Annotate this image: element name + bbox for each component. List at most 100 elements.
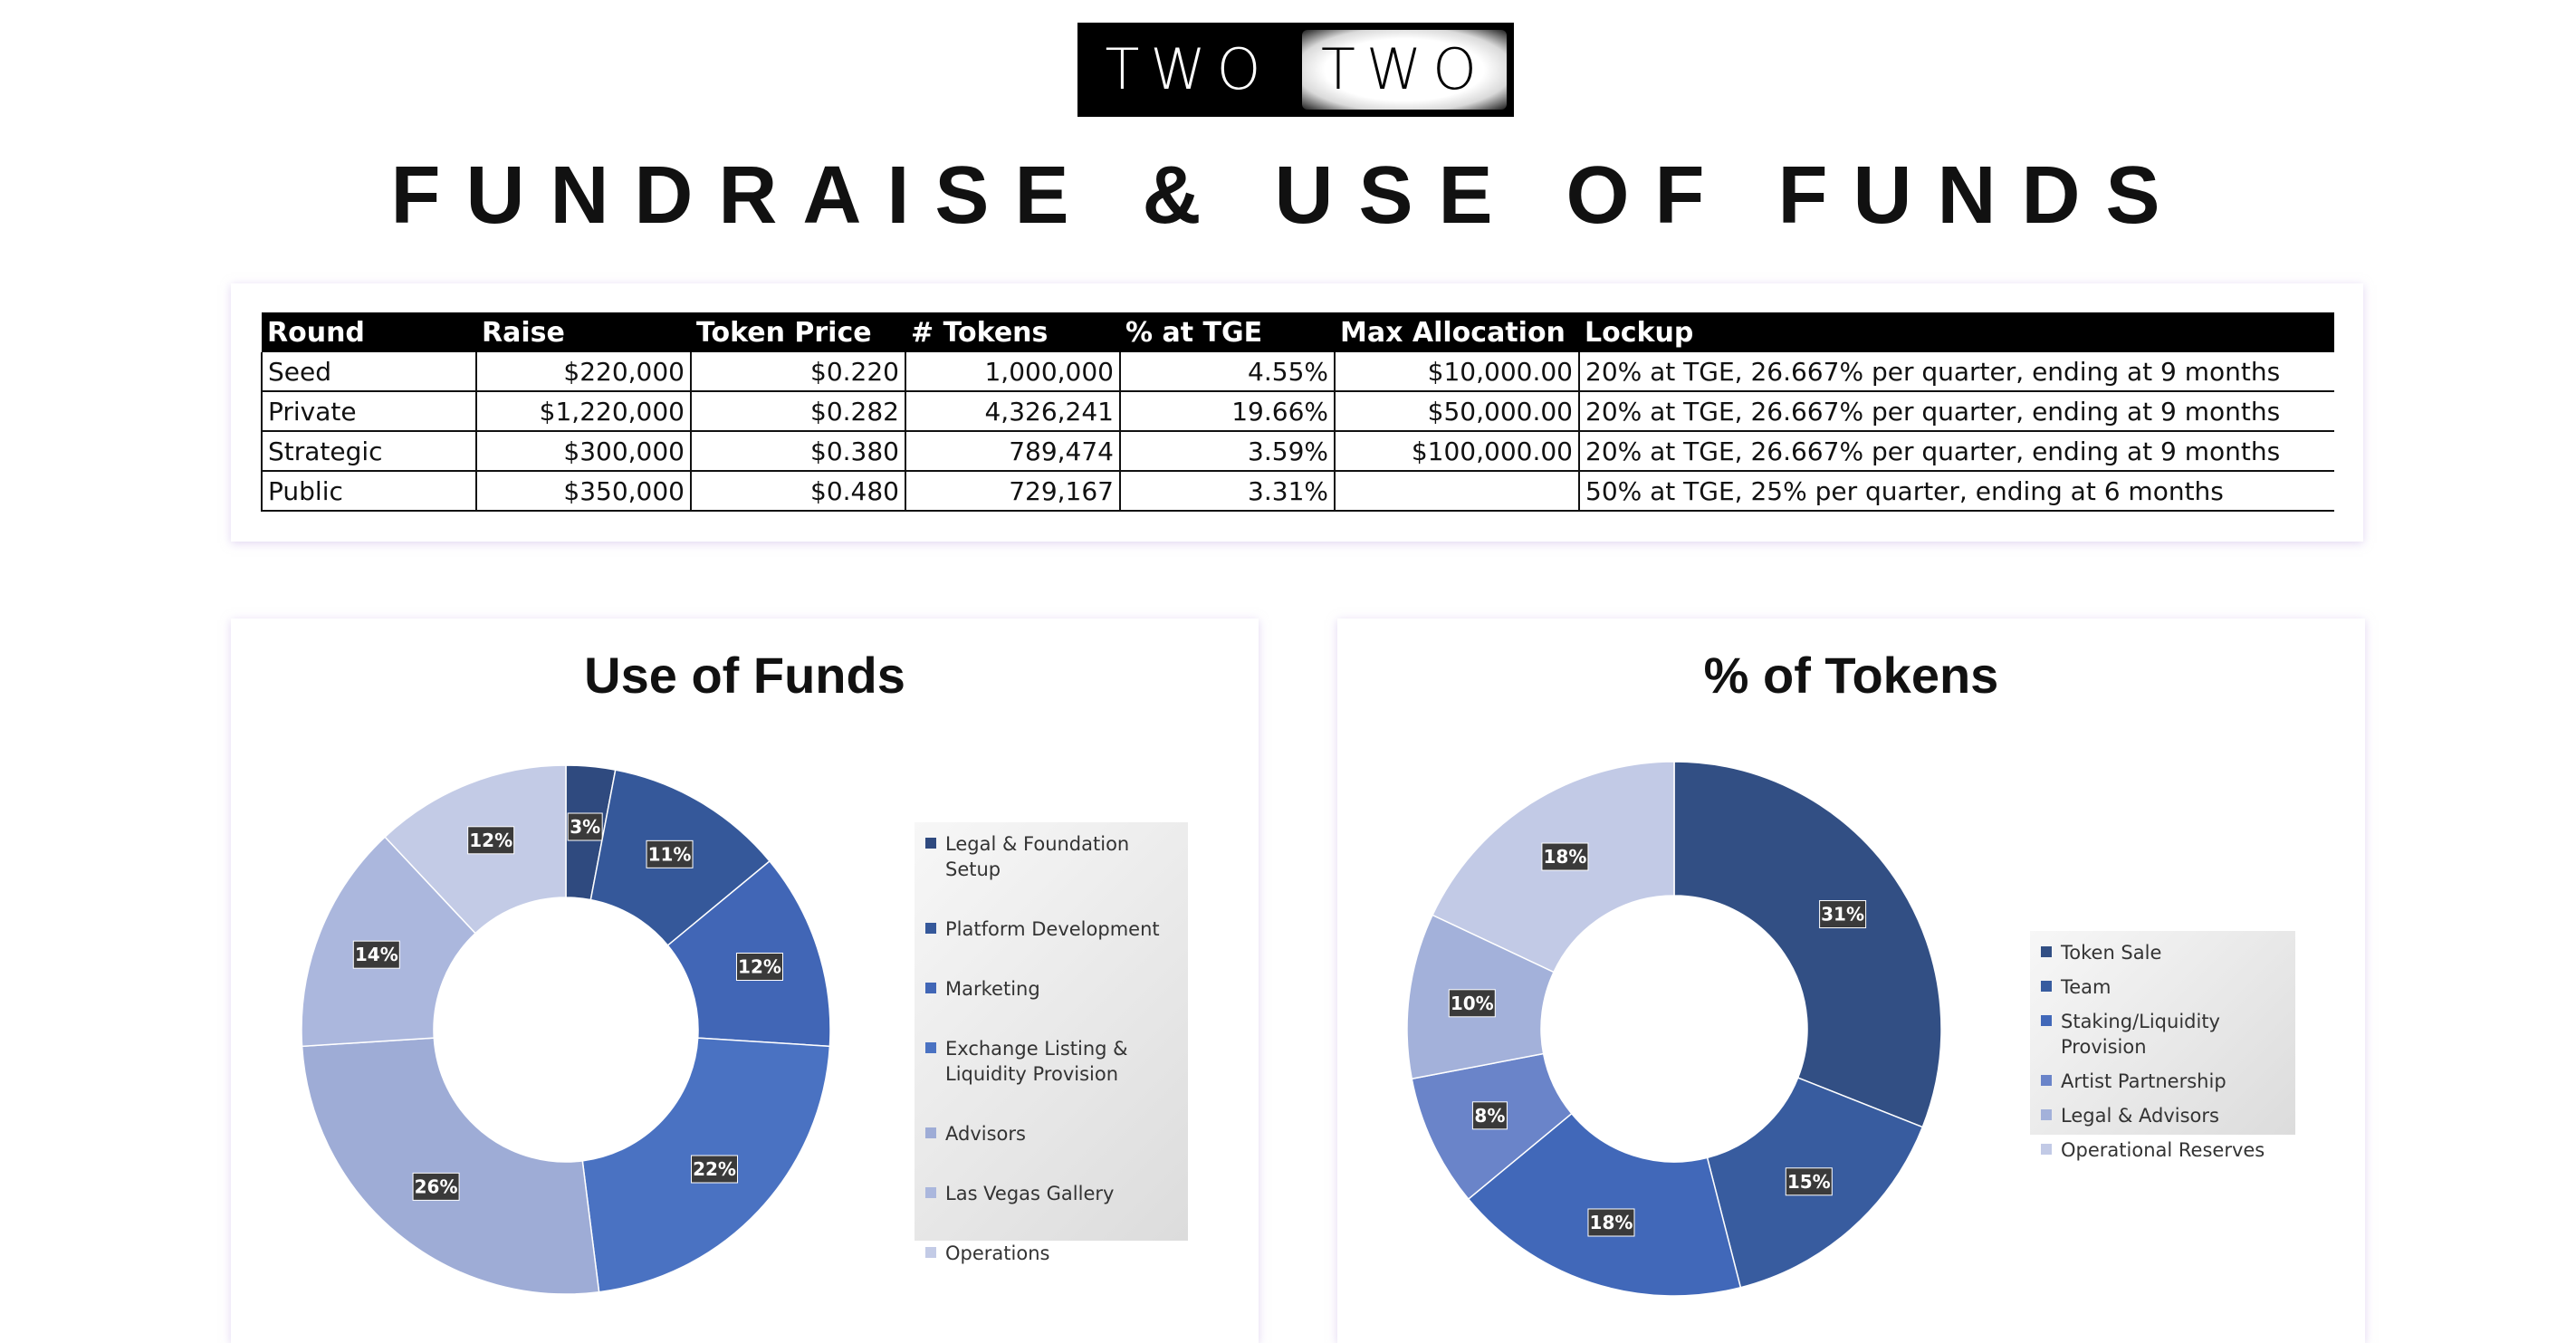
funds-data-label-exchange-listing-liquidity-provision: 22%: [691, 1155, 739, 1184]
legend-label: Marketing: [945, 978, 1040, 1000]
svg-text:12%: 12%: [469, 830, 512, 851]
cell-max-allocation: [1334, 471, 1579, 512]
header-round: Round: [262, 312, 476, 352]
cell-pct-tge: 3.31%: [1119, 471, 1335, 512]
cell-token-price: $0.380: [690, 431, 905, 472]
cell-token-price: $0.282: [690, 391, 905, 432]
table-row: Public $350,000 $0.480 729,167 3.31% 50%…: [261, 471, 2334, 512]
legend-label: Team: [2061, 976, 2112, 998]
cell-tokens: 4,326,241: [905, 391, 1120, 432]
legend-swatch: [2041, 1075, 2052, 1086]
cell-raise: $350,000: [475, 471, 691, 512]
tokens-data-label-legal-advisors: 10%: [1448, 989, 1496, 1018]
page-title: FUNDRAISE & USE OF FUNDS: [390, 150, 2186, 241]
funds-legend-item-operations: Operations: [925, 1241, 1188, 1266]
legend-swatch: [925, 1187, 936, 1198]
legend-label: Artist Partnership: [2061, 1070, 2226, 1092]
svg-text:10%: 10%: [1451, 993, 1494, 1014]
cell-tokens: 729,167: [905, 471, 1120, 512]
cell-lockup: 20% at TGE, 26.667% per quarter, ending …: [1578, 431, 2334, 472]
legend-swatch: [925, 1042, 936, 1053]
cell-lockup: 20% at TGE, 26.667% per quarter, ending …: [1578, 352, 2334, 392]
tokens-slice-token-sale: [1673, 761, 1942, 1128]
legend-swatch: [2041, 946, 2052, 957]
svg-text:15%: 15%: [1787, 1171, 1831, 1193]
cell-raise: $1,220,000: [475, 391, 691, 432]
header-pct-tge: % at TGE: [1120, 312, 1335, 352]
funds-legend-item-legal-foundation-setup: Legal & Foundation Setup: [925, 831, 1188, 882]
cell-token-price: $0.220: [690, 352, 905, 392]
legend-label: Advisors: [945, 1123, 1026, 1145]
table-row: Seed $220,000 $0.220 1,000,000 4.55% $10…: [261, 352, 2334, 392]
legend-swatch: [2041, 1144, 2052, 1155]
legend-label: Staking/Liquidity Provision: [2061, 1011, 2220, 1058]
cell-pct-tge: 3.59%: [1119, 431, 1335, 472]
legend-label: Platform Development: [945, 918, 1160, 940]
legend-swatch: [925, 838, 936, 849]
legend-swatch: [2041, 1015, 2052, 1026]
tokens-card: % of Tokens 31% 15% 18% 8% 10% 18% Token Sale…: [1337, 619, 2365, 1343]
cell-round: Seed: [261, 352, 476, 392]
funds-data-label-advisors: 26%: [412, 1172, 460, 1201]
svg-text:11%: 11%: [648, 843, 692, 865]
cell-pct-tge: 4.55%: [1119, 352, 1335, 392]
svg-text:31%: 31%: [1821, 904, 1864, 926]
use-of-funds-donut: 3% 11% 12% 22% 26% 14% 12%: [301, 764, 831, 1295]
svg-text:26%: 26%: [415, 1175, 458, 1197]
use-of-funds-title: Use of Funds: [584, 647, 905, 704]
funds-legend-item-las-vegas-gallery: Las Vegas Gallery: [925, 1181, 1188, 1206]
funds-data-label-legal-foundation-setup: 3%: [567, 812, 603, 841]
funds-legend-item-marketing: Marketing: [925, 976, 1188, 1002]
legend-label: Operational Reserves: [2061, 1139, 2265, 1161]
legend-swatch: [925, 983, 936, 993]
funds-legend-item-exchange-listing-liquidity-provision: Exchange Listing & Liquidity Provision: [925, 1036, 1188, 1087]
table-header-row: Round Raise Token Price # Tokens % at TG…: [262, 312, 2334, 352]
tokens-slice-staking-liquidity-provision: [1467, 1112, 1742, 1297]
svg-text:8%: 8%: [1474, 1105, 1505, 1127]
cell-round: Public: [261, 471, 476, 512]
legend-label: Legal & Foundation Setup: [945, 833, 1130, 880]
legend-label: Token Sale: [2061, 942, 2162, 964]
tokens-legend-item-legal-advisors: Legal & Advisors: [2041, 1103, 2295, 1128]
legend-label: Las Vegas Gallery: [945, 1183, 1115, 1204]
tokens-data-label-artist-partnership: 8%: [1471, 1101, 1508, 1130]
cell-lockup: 20% at TGE, 26.667% per quarter, ending …: [1578, 391, 2334, 432]
cell-round: Private: [261, 391, 476, 432]
fundraise-table: Round Raise Token Price # Tokens % at TG…: [261, 312, 2334, 512]
svg-text:14%: 14%: [355, 944, 398, 965]
legend-label: Legal & Advisors: [2061, 1105, 2219, 1127]
tokens-data-label-staking-liquidity-provision: 18%: [1587, 1208, 1635, 1237]
funds-data-label-las-vegas-gallery: 14%: [352, 940, 400, 969]
cell-max-allocation: $100,000.00: [1334, 431, 1579, 472]
cell-token-price: $0.480: [690, 471, 905, 512]
logo: TWO TWO: [1077, 23, 1514, 117]
tokens-legend: Token Sale Team Staking/Liquidity Provisio…: [2030, 931, 2295, 1161]
cell-max-allocation: $50,000.00: [1334, 391, 1579, 432]
svg-text:12%: 12%: [738, 955, 781, 977]
tokens-data-label-team: 15%: [1785, 1167, 1833, 1196]
legend-swatch: [2041, 1109, 2052, 1120]
legend-swatch: [2041, 981, 2052, 992]
tokens-legend-item-team: Team: [2041, 974, 2295, 1000]
svg-text:3%: 3%: [570, 816, 600, 838]
tokens-legend-item-operational-reserves: Operational Reserves: [2041, 1137, 2295, 1163]
svg-text:18%: 18%: [1590, 1212, 1633, 1233]
funds-slice-advisors: [301, 1037, 600, 1295]
funds-data-label-platform-development: 11%: [646, 839, 694, 868]
legend-label: Operations: [945, 1242, 1050, 1264]
cell-raise: $220,000: [475, 352, 691, 392]
cell-pct-tge: 19.66%: [1119, 391, 1335, 432]
legend-swatch: [925, 1247, 936, 1258]
cell-raise: $300,000: [475, 431, 691, 472]
svg-text:18%: 18%: [1544, 846, 1587, 868]
legend-swatch: [925, 923, 936, 934]
cell-tokens: 789,474: [905, 431, 1120, 472]
tokens-data-label-operational-reserves: 18%: [1541, 842, 1589, 871]
cell-round: Strategic: [261, 431, 476, 472]
tokens-legend-item-token-sale: Token Sale: [2041, 940, 2295, 965]
funds-legend-item-advisors: Advisors: [925, 1121, 1188, 1146]
tokens-legend-item-artist-partnership: Artist Partnership: [2041, 1069, 2295, 1094]
header-tokens: # Tokens: [905, 312, 1120, 352]
tokens-legend-item-staking-liquidity-provision: Staking/Liquidity Provision: [2041, 1009, 2295, 1060]
funds-data-label-marketing: 12%: [735, 952, 783, 981]
